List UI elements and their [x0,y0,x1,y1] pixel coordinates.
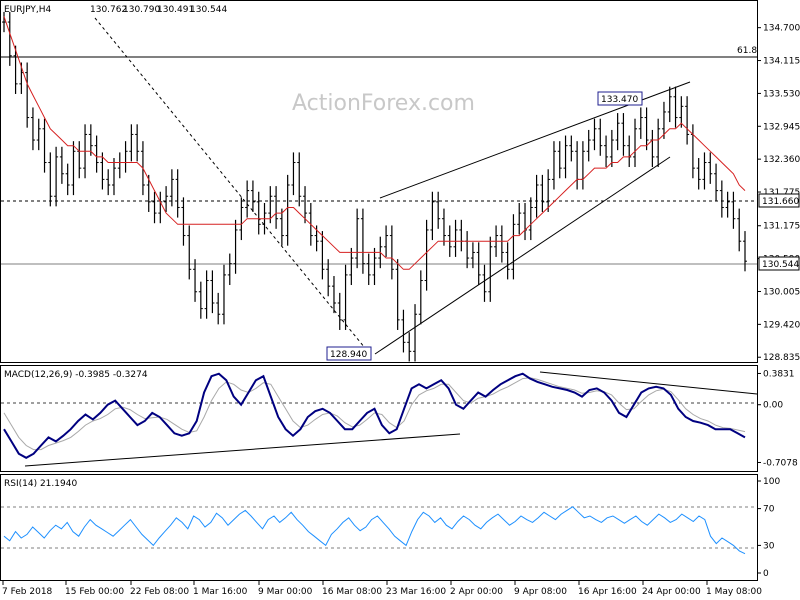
price-tick-label: 129.420 [763,320,800,330]
rsi-title: RSI(14) 21.1940 [4,479,77,489]
time-tick-label: 16 Apr 16:00 [578,587,637,597]
ohlc-open: 130.762 [90,5,127,15]
macd-line [3,372,746,459]
ohlc-high: 130.790 [123,5,160,15]
time-tick-label: 15 Feb 00:00 [65,587,124,597]
time-tick-label: 23 Mar 16:00 [386,587,446,597]
price-tick-label: 134.700 [763,24,800,34]
time-tick-label: 9 Mar 00:00 [258,587,313,597]
channel-lower-line [374,156,671,355]
time-tick-label: 24 Apr 00:00 [642,587,701,597]
price-tick-label: 134.115 [763,57,800,67]
macd-tick-label: -0.7078 [763,458,798,468]
macd-upper-trendline [539,371,758,395]
price-tick-label: 133.530 [763,89,800,99]
high-annotation-box [597,91,643,106]
price-box-current [758,256,800,271]
fib-618-label: 61.8 [737,46,757,56]
macd-tick-label: 0.00 [763,401,783,411]
time-tick-label: 1 Mar 16:00 [193,587,248,597]
downtrend-line [94,17,366,349]
macd-signal-line [3,377,746,451]
time-tick-label: 16 Mar 08:00 [322,587,382,597]
rsi-tick-label: 100 [763,477,780,487]
high-annotation: 133.470 [601,95,638,105]
symbol-title: EURJPY,H4 [4,5,52,15]
time-tick-label: 7 Feb 2018 [2,587,53,597]
ohlc-close: 130.544 [190,5,227,15]
price-box-131660 [758,193,800,208]
price-tick-label: 131.775 [763,188,800,198]
price-tick-label: 132.360 [763,155,800,165]
rsi-line [3,506,746,555]
price-tick-label: 130.005 [763,287,800,297]
rsi-tick-label: 70 [763,505,775,515]
rsi-panel [0,474,758,581]
macd-tick-label: 0.3831 [763,369,795,379]
price-box-131660-label: 131.660 [762,197,799,207]
price-tick-label: 131.175 [763,222,800,232]
rsi-tick-label: 0 [763,569,769,579]
price-box-current-label: 130.544 [762,260,799,270]
ohlc-low: 130.491 [157,5,194,15]
price-tick-label: 128.835 [763,353,800,363]
rsi-tick-label: 30 [763,541,775,551]
price-tick-label: 132.945 [763,122,800,132]
time-tick-label: 22 Feb 08:00 [130,587,189,597]
watermark: ActionForex.com [292,91,475,116]
low-annotation-box [326,346,372,361]
macd-lower-trendline [24,433,461,467]
low-annotation: 128.940 [330,350,367,360]
macd-title: MACD(12,26,9) -0.3985 -0.3274 [4,370,148,380]
time-tick-label: 1 May 08:00 [706,587,762,597]
time-tick-label: 9 Apr 08:00 [514,587,567,597]
time-tick-label: 2 Apr 00:00 [450,587,503,597]
moving-average-line [3,16,746,270]
price-panel [0,0,758,363]
